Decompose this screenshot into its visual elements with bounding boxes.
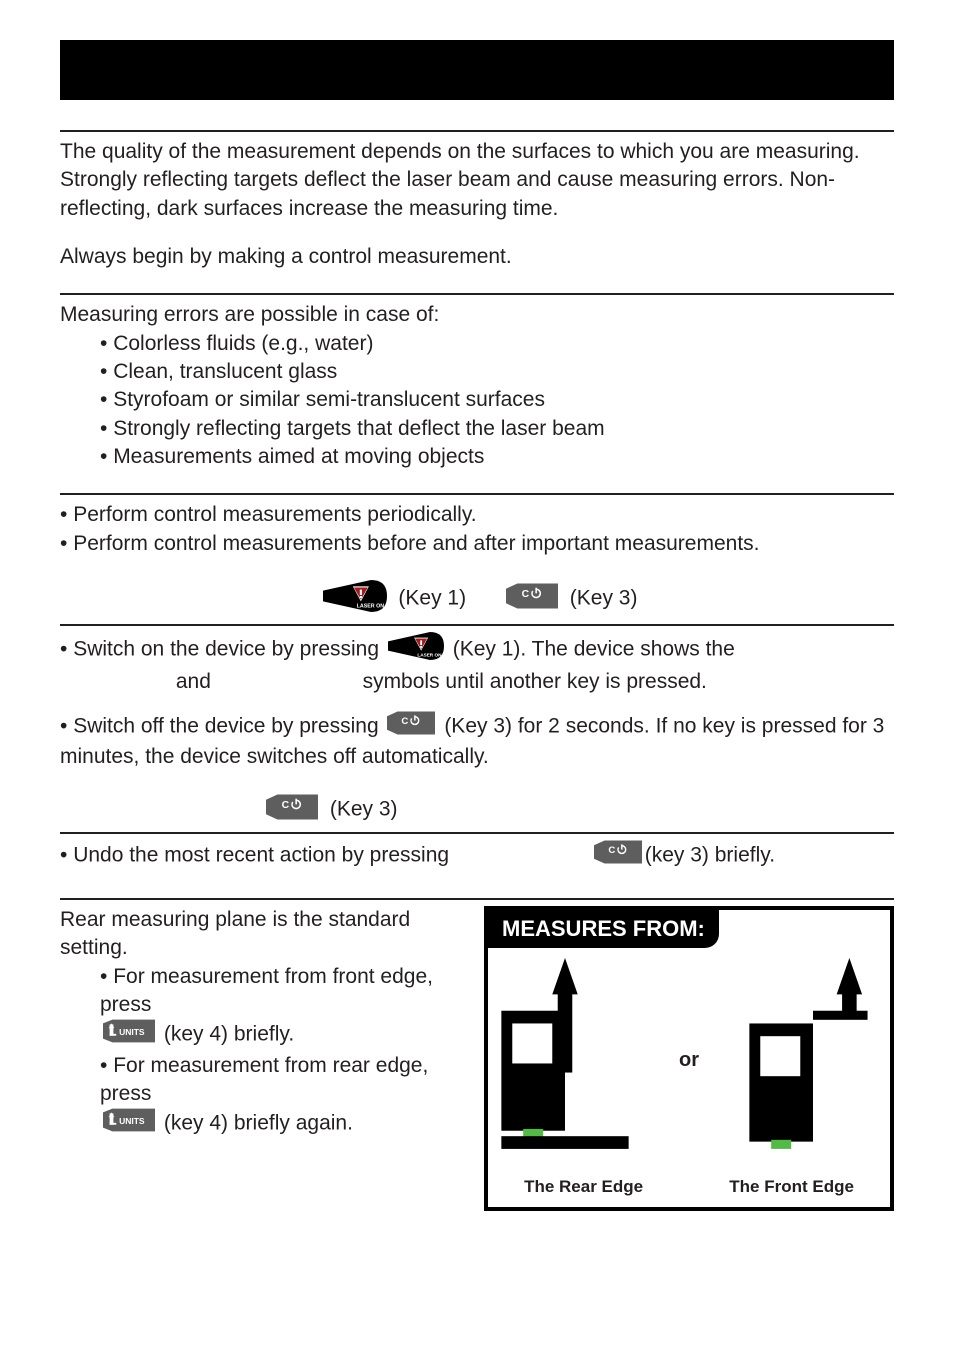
- rule: [60, 493, 894, 495]
- units-icon: [103, 1019, 155, 1051]
- control-item: Perform control measurements periodicall…: [60, 501, 894, 529]
- plane-front-pre: For measurement from front edge, press: [100, 965, 433, 1016]
- switch-on-pre: Switch on the device by pressing: [73, 638, 385, 661]
- key-row-undo: (Key 3): [60, 794, 894, 826]
- rule: [60, 130, 894, 132]
- plane-rear-post: (key 4) briefly again.: [164, 1112, 353, 1135]
- laser-on-icon: [323, 580, 387, 618]
- switch-on-post: (Key 1). The device shows the: [453, 638, 735, 661]
- plane-list: For measurement from front edge, press (…: [60, 963, 458, 1141]
- undo-section: • Undo the most recent action by pressin…: [60, 840, 894, 872]
- key1-label: (Key 1): [398, 587, 466, 610]
- laser-on-icon: [388, 632, 444, 668]
- control-section: Perform control measurements periodicall…: [60, 493, 894, 558]
- switch-on-mid-and: and: [176, 670, 217, 693]
- rule: [60, 832, 894, 834]
- plane-lead: Rear measuring plane is the standard set…: [60, 906, 458, 963]
- clear-off-icon: [594, 840, 642, 872]
- diagram-title: MEASURES FROM:: [488, 910, 719, 948]
- undo-key3-label: (Key 3): [330, 797, 398, 820]
- undo-pre: Undo the most recent action by pressing: [73, 843, 455, 866]
- page-container: The quality of the measurement depends o…: [0, 0, 954, 1261]
- switch-off-line: • Switch off the device by pressing (Key…: [60, 711, 894, 772]
- control-list: Perform control measurements periodicall…: [60, 501, 894, 558]
- plane-row: Rear measuring plane is the standard set…: [60, 906, 894, 1211]
- errors-item: Colorless fluids (e.g., water): [100, 330, 894, 358]
- errors-item: Measurements aimed at moving objects: [100, 443, 894, 471]
- plane-rear-item: For measurement from rear edge, press (k…: [100, 1052, 458, 1141]
- switch-off-pre: Switch off the device by pressing: [73, 715, 384, 738]
- errors-lead: Measuring errors are possible in case of…: [60, 301, 894, 329]
- errors-item: Strongly reflecting targets that deflect…: [100, 415, 894, 443]
- diagram-col: MEASURES FROM: or The Rear Edge The Fron…: [484, 906, 894, 1211]
- switch-on-mid-post: symbols until another key is pressed.: [363, 670, 707, 693]
- undo-line: • Undo the most recent action by pressin…: [60, 840, 894, 872]
- control-item: Perform control measurements before and …: [60, 530, 894, 558]
- clear-off-icon: [387, 711, 435, 743]
- measures-from-diagram: MEASURES FROM: or The Rear Edge The Fron…: [484, 906, 894, 1211]
- errors-item: Clean, translucent glass: [100, 358, 894, 386]
- clear-off-icon: [506, 583, 558, 615]
- device-rear-edge-icon: [500, 958, 630, 1163]
- header-black-bar: [60, 40, 894, 100]
- clear-off-icon: [266, 794, 318, 826]
- errors-item: Styrofoam or similar semi-translucent su…: [100, 386, 894, 414]
- device-front-edge-icon: [748, 958, 878, 1163]
- switch-section: • Switch on the device by pressing (Key …: [60, 632, 894, 771]
- intro-section: The quality of the measurement depends o…: [60, 130, 894, 271]
- rule: [60, 624, 894, 626]
- errors-section: Measuring errors are possible in case of…: [60, 293, 894, 471]
- plane-rear-pre: For measurement from rear edge, press: [100, 1054, 428, 1105]
- diagram-or: or: [679, 1049, 699, 1072]
- key-row-on-off: (Key 1) (Key 3): [60, 580, 894, 618]
- plane-text-col: Rear measuring plane is the standard set…: [60, 906, 458, 1141]
- undo-post: (key 3) briefly.: [645, 843, 775, 866]
- switch-on-line: • Switch on the device by pressing (Key …: [60, 632, 894, 697]
- plane-front-post: (key 4) briefly.: [164, 1023, 294, 1046]
- intro-paragraph-1: The quality of the measurement depends o…: [60, 138, 894, 223]
- caption-front-edge: The Front Edge: [729, 1177, 854, 1197]
- units-icon: [103, 1108, 155, 1140]
- key3-label: (Key 3): [570, 587, 638, 610]
- caption-rear-edge: The Rear Edge: [524, 1177, 643, 1197]
- plane-front-item: For measurement from front edge, press (…: [100, 963, 458, 1052]
- rule: [60, 293, 894, 295]
- rule: [60, 898, 894, 900]
- errors-list: Colorless fluids (e.g., water) Clean, tr…: [60, 330, 894, 472]
- intro-paragraph-2: Always begin by making a control measure…: [60, 243, 894, 271]
